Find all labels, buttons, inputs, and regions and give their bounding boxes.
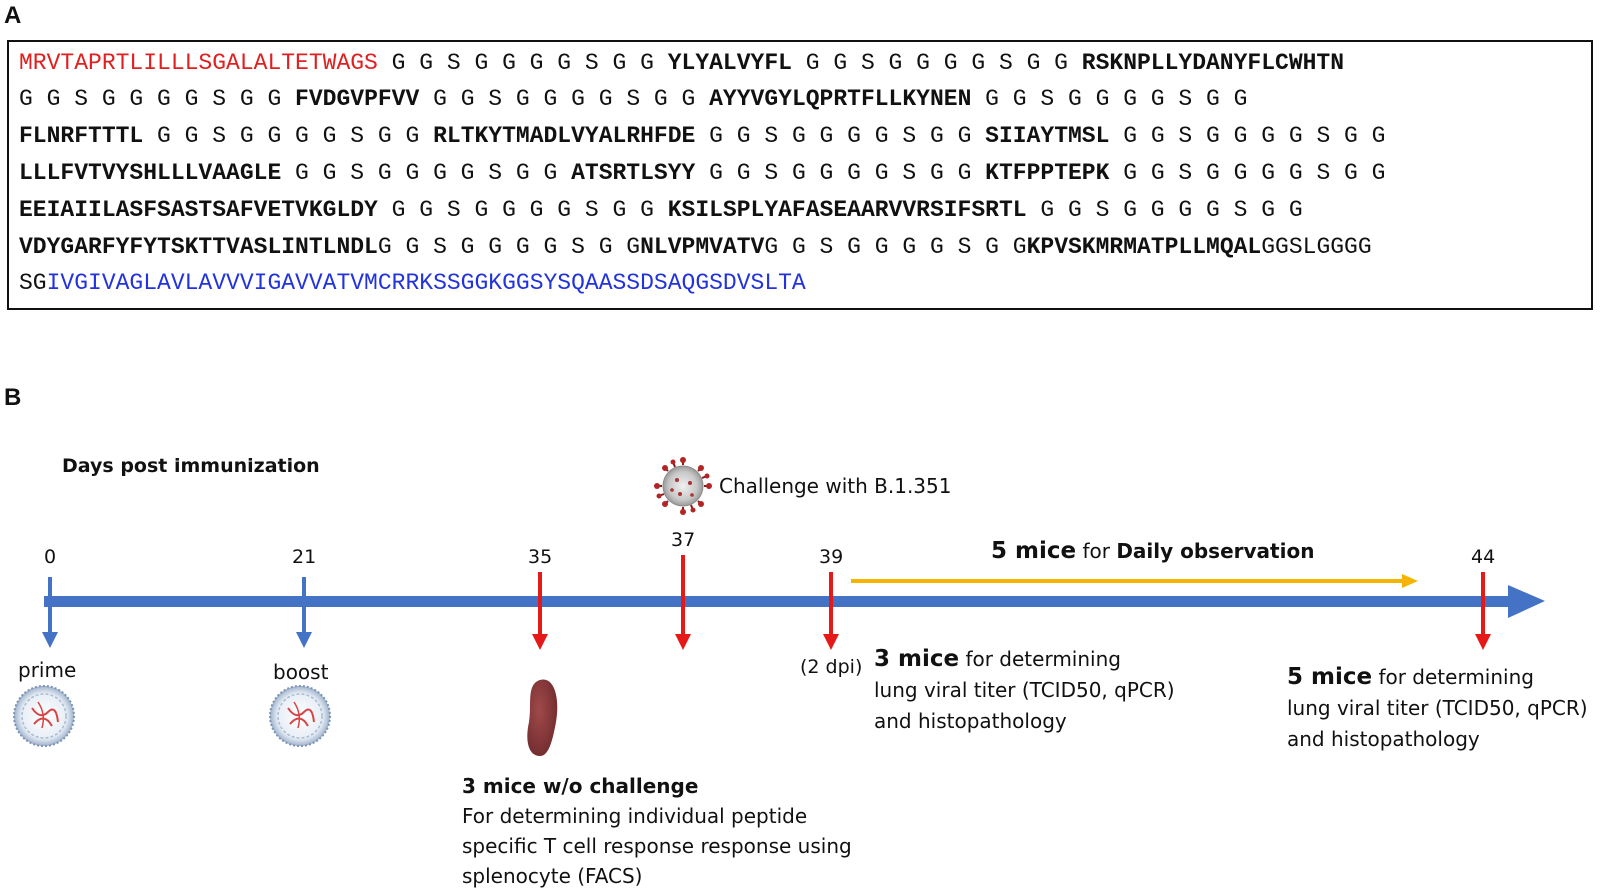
epitope-segment: KTFPPTEPK xyxy=(971,160,1110,186)
axis-title: Days post immunization xyxy=(62,455,320,477)
daily-count: 5 mice xyxy=(991,538,1077,564)
group-44-count: 5 mice xyxy=(1287,664,1373,690)
epitope-segment: AYYVGYLQPRTFLLKYNEN xyxy=(695,86,972,112)
daily-observation-label: 5 mice for Daily observation xyxy=(991,538,1314,564)
day44-arrow xyxy=(1475,572,1491,650)
epitope-segment: EEIAIILASFSASTSAFVETVKGLDY xyxy=(19,197,378,223)
group-44-line2: lung viral titer (TCID50, qPCR) xyxy=(1287,696,1588,720)
group-35-title: 3 mice w/o challenge xyxy=(462,774,699,798)
daily-observation-arrow xyxy=(851,574,1418,588)
group-35-line1: For determining individual peptide xyxy=(462,804,808,828)
day-label-35: 35 xyxy=(528,546,553,568)
epitope-segment: KPVSKMRMATPLLMQAL xyxy=(1026,234,1262,260)
linker-segment: G G S G G G G S G G xyxy=(419,86,696,112)
linker-segment: GGSLGGGG xyxy=(1261,234,1372,260)
spleen-icon xyxy=(527,679,558,756)
vaccine-particle-icon xyxy=(269,685,331,747)
linker-segment: G G S G G G G S G G xyxy=(1109,160,1386,186)
epitope-segment: SIIAYTMSL xyxy=(971,123,1110,149)
group-39-line3: and histopathology xyxy=(874,709,1067,733)
sequence-line: VDYGARFYFYTSKTTVASLINTLNDLG G S G G G G … xyxy=(19,232,1372,262)
linker-segment: SG xyxy=(19,270,47,296)
epitope-segment: FVDGVPFVV xyxy=(281,86,420,112)
sequence-line: MRVTAPRTLILLLSGALALTETWAGS G G S G G G G… xyxy=(19,48,1344,78)
epitope-segment: YLYALVYFL xyxy=(653,50,792,76)
signal-peptide: MRVTAPRTLILLLSGALALTETWAGS xyxy=(19,50,378,76)
transmembrane-segment: IVGIVAGLAVLAVVVIGAVVATVMCRRKSSGGKGGSYSQA… xyxy=(46,270,806,296)
linker-segment: G G S G G G G S G G xyxy=(377,50,654,76)
virus-icon xyxy=(654,457,712,515)
group-39-description: 3 mice for determining lung viral titer … xyxy=(874,644,1175,737)
group-39-count: 3 mice xyxy=(874,646,960,672)
vaccine-particle-icon xyxy=(13,685,75,747)
prime-arrow xyxy=(42,577,58,648)
linker-segment: G G S G G G G S G G xyxy=(19,86,282,112)
linker-segment: G G S G G G G S G G xyxy=(377,197,654,223)
challenge-label: Challenge with B.1.351 xyxy=(719,474,952,498)
linker-segment: G G S G G G G S G G xyxy=(1109,123,1386,149)
day39-arrow xyxy=(823,572,839,650)
daily-for: for xyxy=(1082,539,1110,563)
group-35-line3: splenocyte (FACS) xyxy=(462,864,643,888)
panel-b-letter: B xyxy=(4,384,22,411)
group-35-description: 3 mice w/o challenge For determining ind… xyxy=(462,771,852,891)
linker-segment: G G S G G G G S G G xyxy=(1026,197,1303,223)
epitope-segment: RSKNPLLYDANYFLCWHTN xyxy=(1067,50,1345,76)
day37-arrow xyxy=(675,555,691,650)
group-44-description: 5 mice for determining lung viral titer … xyxy=(1287,662,1588,755)
sequence-line: G G S G G G G S G G FVDGVPFVV G G S G G … xyxy=(19,84,1247,114)
linker-segment: G G S G G G G S G G xyxy=(281,160,558,186)
day-label-37: 37 xyxy=(671,529,696,551)
prime-label: prime xyxy=(18,658,77,682)
panel-a-letter: A xyxy=(4,2,22,29)
day-label-0: 0 xyxy=(44,546,57,568)
epitope-segment: ATSRTLSYY xyxy=(557,160,696,186)
linker-segment: G G S G G G G S G G xyxy=(143,123,420,149)
day-label-39: 39 xyxy=(819,546,844,568)
linker-segment: G G S G G G G S G G xyxy=(377,234,641,260)
epitope-segment: KSILSPLYAFASEAARVVRSIFSRTL xyxy=(653,197,1027,223)
epitope-segment: NLVPMVATV xyxy=(640,234,765,260)
boost-arrow xyxy=(296,577,312,648)
linker-segment: G G S G G G G S G G xyxy=(791,50,1068,76)
group-39-line2: lung viral titer (TCID50, qPCR) xyxy=(874,678,1175,702)
group-39-line1: for determining xyxy=(965,647,1121,671)
group-44-line1: for determining xyxy=(1378,665,1534,689)
epitope-segment: VDYGARFYFYTSKTTVASLINTLNDL xyxy=(19,234,378,260)
linker-segment: G G S G G G G S G G xyxy=(764,234,1027,260)
linker-segment: G G S G G G G S G G xyxy=(695,160,972,186)
sequence-line: LLLFVTVYSHLLLVAAGLE G G S G G G G S G G … xyxy=(19,158,1385,188)
epitope-segment: LLLFVTVYSHLLLVAAGLE xyxy=(19,160,282,186)
day35-arrow xyxy=(532,572,548,650)
linker-segment: G G S G G G G S G G xyxy=(695,123,972,149)
sequence-line: FLNRFTTTL G G S G G G G S G G RLTKYTMADL… xyxy=(19,121,1385,151)
linker-segment: G G S G G G G S G G xyxy=(971,86,1248,112)
day-label-44: 44 xyxy=(1471,546,1496,568)
timeline-axis xyxy=(44,596,1514,607)
day-label-21: 21 xyxy=(292,546,317,568)
dpi-label: (2 dpi) xyxy=(800,656,863,678)
group-44-line3: and histopathology xyxy=(1287,727,1480,751)
timeline-arrowhead xyxy=(1508,585,1545,618)
daily-observation-text: Daily observation xyxy=(1116,539,1315,563)
boost-label: boost xyxy=(273,660,329,684)
epitope-segment: RLTKYTMADLVYALRHFDE xyxy=(419,123,696,149)
sequence-line: EEIAIILASFSASTSAFVETVKGLDY G G S G G G G… xyxy=(19,195,1303,225)
group-35-line2: specific T cell response response using xyxy=(462,834,852,858)
sequence-box: MRVTAPRTLILLLSGALALTETWAGS G G S G G G G… xyxy=(7,40,1593,310)
epitope-segment: FLNRFTTTL xyxy=(19,123,144,149)
sequence-line: SGIVGIVAGLAVLAVVVIGAVVATVMCRRKSSGGKGGSYS… xyxy=(19,268,806,298)
